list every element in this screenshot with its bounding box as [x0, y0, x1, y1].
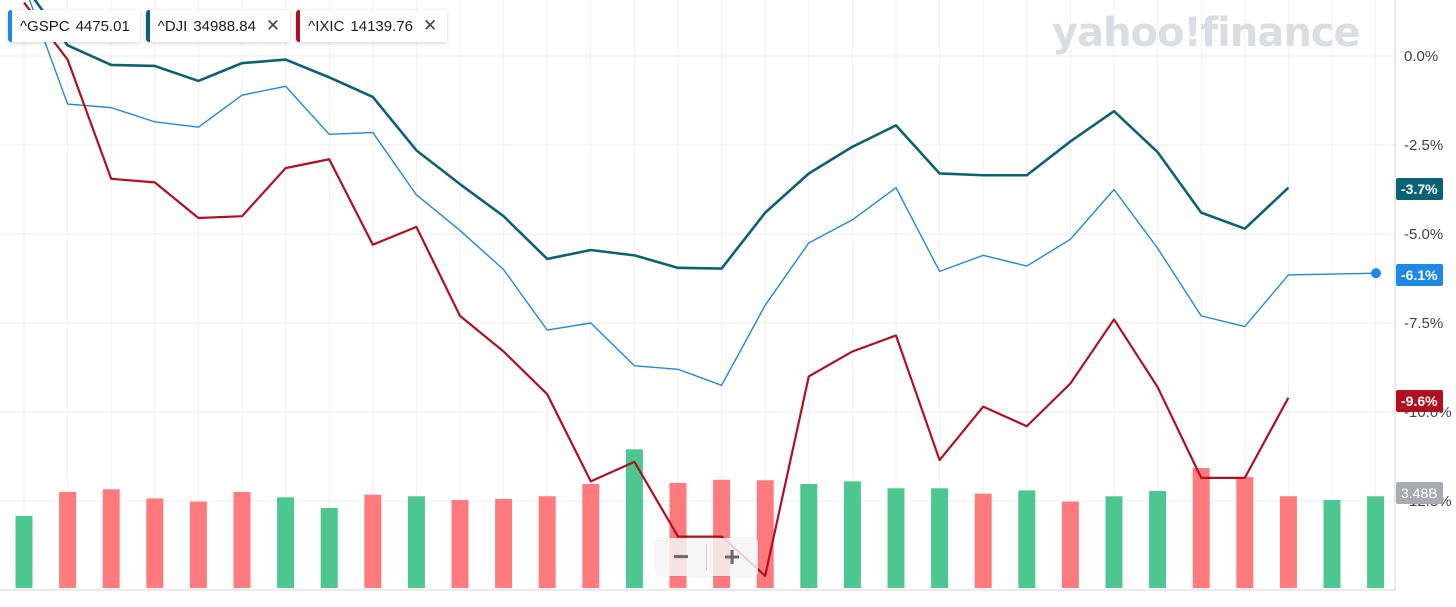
volume-bar [1367, 496, 1385, 588]
y-axis-tick-label: 0.0% [1404, 48, 1438, 65]
zoom-out-button[interactable]: − [672, 541, 690, 572]
legend-price: 14139.76 [350, 17, 413, 35]
legend-chip-gspc[interactable]: ^GSPC 4475.01 [8, 10, 140, 42]
volume-bar [451, 500, 469, 588]
legend-symbol: ^GSPC [20, 17, 70, 35]
ixic-last-value-badge: -9.6% [1396, 390, 1443, 412]
volume-bar [320, 508, 338, 588]
volume-bar [1105, 496, 1123, 588]
gspc-last-value-badge: -6.1% [1396, 264, 1443, 286]
volume-bar [800, 484, 818, 588]
volume-bar [1323, 500, 1341, 588]
volume-bar [1061, 501, 1079, 588]
legend: ^GSPC 4475.01 ^DJI 34988.84 ✕ ^IXIC 1413… [8, 10, 448, 42]
legend-chip-ixic[interactable]: ^IXIC 14139.76 ✕ [296, 10, 448, 42]
volume-bar [1149, 490, 1167, 588]
volume-bar [364, 494, 382, 588]
volume-bar [1192, 468, 1210, 588]
volume-last-value-badge: 3.48B [1396, 482, 1443, 504]
legend-swatch-ixic [296, 10, 301, 42]
volume-bar [15, 516, 33, 588]
volume-bar [538, 496, 556, 588]
y-axis-tick-label: -5.0% [1404, 226, 1443, 243]
volume-bar [625, 449, 643, 588]
volume-bar [1018, 490, 1036, 588]
volume-bar [277, 497, 295, 588]
close-icon[interactable]: ✕ [265, 16, 281, 35]
volume-bar [582, 484, 600, 588]
volume-bar [407, 496, 425, 588]
series-line-gspc [28, 0, 1377, 386]
y-axis-tick-label: -2.5% [1404, 137, 1443, 154]
close-icon[interactable]: ✕ [422, 16, 438, 35]
volume-bar [59, 492, 77, 588]
volume-bar [843, 481, 861, 588]
volume-bar [189, 501, 207, 588]
legend-swatch-dji [145, 10, 150, 42]
volume-bar [1236, 477, 1254, 588]
volume-bar [102, 489, 120, 588]
volume-bar [146, 498, 164, 588]
yahoo-finance-logo: yahoo!finance [1052, 10, 1361, 56]
legend-price: 4475.01 [75, 17, 130, 35]
dji-last-value-badge: -3.7% [1396, 178, 1443, 200]
legend-chip-dji[interactable]: ^DJI 34988.84 ✕ [145, 10, 291, 42]
volume-bar [887, 488, 905, 588]
legend-price: 34988.84 [193, 17, 256, 35]
y-axis-tick-label: -7.5% [1404, 315, 1443, 332]
zoom-divider [706, 544, 707, 570]
series-endpoint-marker [1371, 268, 1381, 279]
legend-symbol: ^DJI [157, 17, 188, 35]
zoom-in-button[interactable]: + [723, 541, 741, 572]
volume-bar [1279, 496, 1297, 588]
legend-swatch-gspc [8, 10, 12, 42]
volume-bar [974, 493, 992, 588]
series-line-ixic [23, 1, 1290, 577]
volume-bar [931, 488, 949, 588]
volume-bar [233, 492, 251, 588]
zoom-controls: − + [656, 538, 758, 576]
volume-bar [495, 498, 513, 588]
legend-symbol: ^IXIC [308, 17, 345, 35]
series-line-dji [33, 0, 1290, 270]
